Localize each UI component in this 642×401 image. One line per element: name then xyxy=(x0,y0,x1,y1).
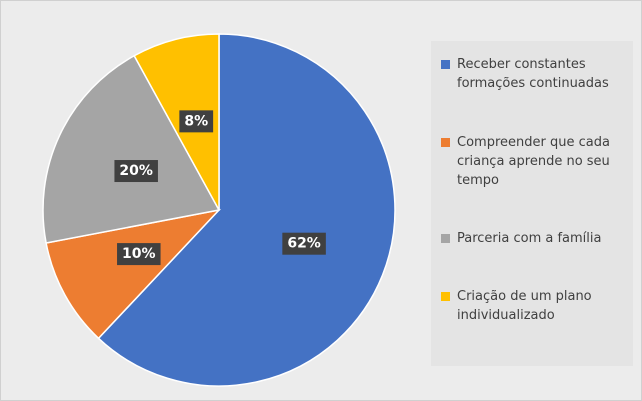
data-label-text: 10% xyxy=(122,246,156,262)
data-label: 20% xyxy=(114,160,158,183)
legend-swatch xyxy=(441,138,450,147)
legend-swatch xyxy=(441,60,450,69)
legend-item: Criação de um plano individualizado xyxy=(441,287,629,325)
legend-item: Compreender que cada criança aprende no … xyxy=(441,133,629,190)
data-label-text: 20% xyxy=(119,163,153,179)
legend-label: Parceria com a família xyxy=(457,231,602,246)
legend-label: Receber constantes formações continuadas xyxy=(457,57,609,91)
legend-swatch xyxy=(441,234,450,243)
data-label: 62% xyxy=(282,232,326,255)
legend-swatch xyxy=(441,292,450,301)
data-label-box xyxy=(179,110,214,133)
data-label-box xyxy=(117,243,161,266)
legend: Receber constantes formações continuadas… xyxy=(431,41,633,366)
pie-slice xyxy=(45,208,222,340)
pie-slice xyxy=(97,33,396,387)
legend-label: Compreender que cada criança aprende no … xyxy=(457,135,610,188)
data-label-text: 8% xyxy=(184,113,208,129)
data-label-box xyxy=(282,232,326,255)
pie-slice xyxy=(42,54,221,244)
legend-item: Parceria com a família xyxy=(441,229,629,248)
data-label-text: 62% xyxy=(287,236,321,252)
data-label-box xyxy=(114,160,158,183)
data-label: 10% xyxy=(117,243,161,266)
legend-label: Criação de um plano individualizado xyxy=(457,289,592,323)
data-label: 8% xyxy=(179,110,214,133)
legend-item: Receber constantes formações continuadas xyxy=(441,55,629,93)
pie-slice xyxy=(133,33,220,211)
